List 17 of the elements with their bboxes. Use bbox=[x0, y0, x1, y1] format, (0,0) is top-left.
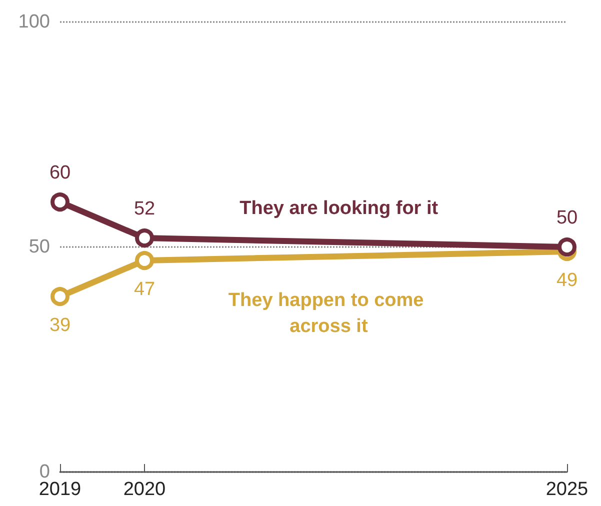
point bbox=[135, 251, 154, 270]
data-label: 49 bbox=[556, 270, 578, 291]
point bbox=[50, 192, 70, 212]
y-tick-label: 50 bbox=[28, 236, 50, 258]
x-tick-label: 2020 bbox=[123, 479, 166, 500]
point bbox=[135, 228, 154, 248]
y-tick-label: 100 bbox=[18, 12, 50, 32]
data-label: 52 bbox=[134, 198, 156, 220]
point bbox=[558, 238, 576, 256]
data-label: 47 bbox=[134, 279, 156, 300]
x-tick-label: 2025 bbox=[546, 479, 588, 500]
data-label: 60 bbox=[49, 162, 71, 184]
data-label: 50 bbox=[556, 208, 578, 228]
data-label: 39 bbox=[49, 315, 71, 336]
point bbox=[50, 287, 70, 306]
series-label: They happen to come across it bbox=[228, 290, 430, 337]
series-label: They are looking for it bbox=[240, 198, 439, 219]
